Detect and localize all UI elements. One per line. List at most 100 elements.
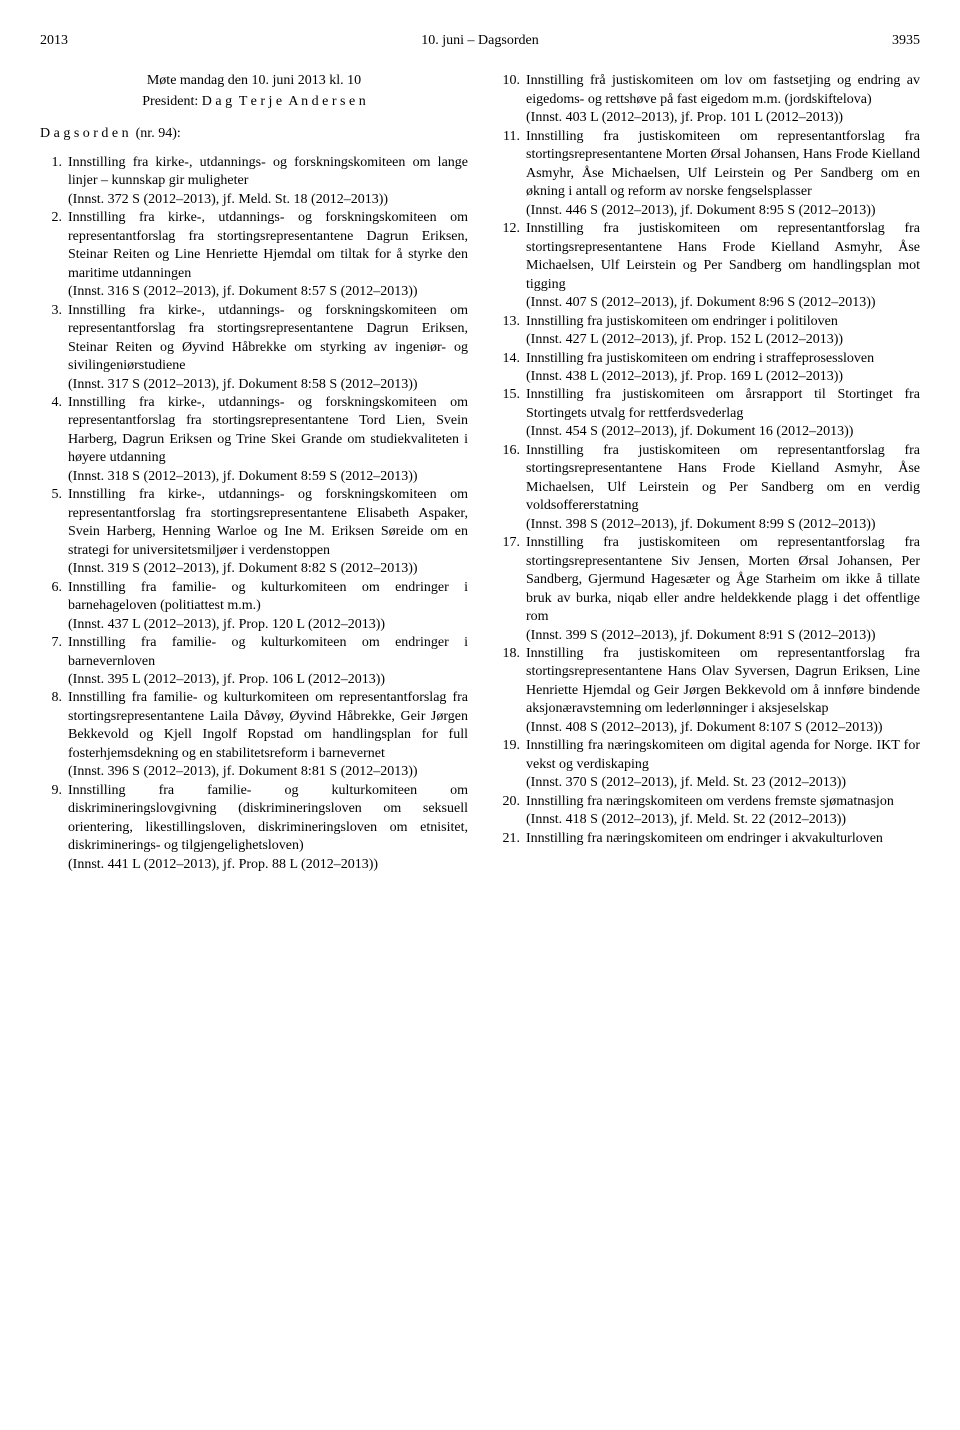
agenda-item-text: Innstilling fra næringskomiteen om endri…	[526, 831, 883, 846]
agenda-item: 11.Innstilling fra justiskomiteen om rep…	[492, 128, 920, 220]
agenda-item-number: 21.	[492, 830, 526, 848]
header-title: 10. juni – Dagsorden	[68, 32, 892, 50]
intro-block: Møte mandag den 10. juni 2013 kl. 10 Pre…	[40, 72, 468, 143]
agenda-item-body: Innstilling fra justiskomiteen om repres…	[526, 220, 920, 312]
agenda-item-reference: (Innst. 446 S (2012–2013), jf. Dokument …	[526, 203, 876, 218]
agenda-item-reference: (Innst. 454 S (2012–2013), jf. Dokument …	[526, 424, 853, 439]
agenda-item-body: Innstilling fra justiskomiteen om repres…	[526, 442, 920, 534]
agenda-item: 1.Innstilling fra kirke-, utdannings- og…	[40, 154, 468, 209]
agenda-item-text: Innstilling fra kirke-, utdannings- og f…	[68, 303, 468, 373]
agenda-item-reference: (Innst. 418 S (2012–2013), jf. Meld. St.…	[526, 812, 846, 827]
agenda-item-number: 14.	[492, 350, 526, 368]
agenda-item-text: Innstilling fra næringskomiteen om digit…	[526, 738, 920, 771]
agenda-item: 2.Innstilling fra kirke-, utdannings- og…	[40, 209, 468, 301]
agenda-item-number: 19.	[492, 737, 526, 755]
agenda-item-number: 15.	[492, 386, 526, 404]
agenda-item-reference: (Innst. 438 L (2012–2013), jf. Prop. 169…	[526, 369, 843, 384]
agenda-item: 20.Innstilling fra næringskomiteen om ve…	[492, 793, 920, 830]
agenda-item-number: 7.	[40, 634, 68, 652]
agenda-item-number: 17.	[492, 534, 526, 552]
agenda-item-text: Innstilling fra justiskomiteen om endrin…	[526, 314, 838, 329]
agenda-item-body: Innstilling fra justiskomiteen om årsrap…	[526, 386, 920, 441]
agenda-item-text: Innstilling fra justiskomiteen om repres…	[526, 221, 920, 291]
agenda-item-text: Innstilling fra familie- og kulturkomite…	[68, 690, 468, 760]
agenda-item-number: 18.	[492, 645, 526, 663]
agenda-item: 4.Innstilling fra kirke-, utdannings- og…	[40, 394, 468, 486]
agenda-item-reference: (Innst. 399 S (2012–2013), jf. Dokument …	[526, 628, 876, 643]
agenda-item-reference: (Innst. 398 S (2012–2013), jf. Dokument …	[526, 517, 876, 532]
agenda-item-reference: (Innst. 318 S (2012–2013), jf. Dokument …	[68, 469, 418, 484]
agenda-item-body: Innstilling fra kirke-, utdannings- og f…	[68, 209, 468, 301]
agenda-item: 21.Innstilling fra næringskomiteen om en…	[492, 830, 920, 848]
agenda-item-text: Innstilling fra kirke-, utdannings- og f…	[68, 210, 468, 280]
agenda-item-reference: (Innst. 427 L (2012–2013), jf. Prop. 152…	[526, 332, 843, 347]
agenda-item: 14.Innstilling fra justiskomiteen om end…	[492, 350, 920, 387]
agenda-item-body: Innstilling fra justiskomiteen om endrin…	[526, 350, 920, 387]
agenda-item-reference: (Innst. 372 S (2012–2013), jf. Meld. St.…	[68, 192, 388, 207]
agenda-item-body: Innstilling fra familie- og kulturkomite…	[68, 579, 468, 634]
agenda-item-text: Innstilling fra familie- og kulturkomite…	[68, 783, 468, 853]
agenda-item-reference: (Innst. 437 L (2012–2013), jf. Prop. 120…	[68, 617, 385, 632]
agenda-item-reference: (Innst. 319 S (2012–2013), jf. Dokument …	[68, 561, 418, 576]
agenda-item-text: Innstilling fra justiskomiteen om årsrap…	[526, 387, 920, 420]
agenda-item-body: Innstilling fra familie- og kulturkomite…	[68, 634, 468, 689]
president-name: D a g T e r j e A n d e r s e n	[202, 94, 366, 109]
agenda-item: 16.Innstilling fra justiskomiteen om rep…	[492, 442, 920, 534]
agenda-label: D a g s o r d e n (nr. 94):	[40, 125, 468, 143]
agenda-item-reference: (Innst. 407 S (2012–2013), jf. Dokument …	[526, 295, 876, 310]
agenda-item-body: Innstilling fra kirke-, utdannings- og f…	[68, 486, 468, 578]
agenda-item: 17.Innstilling fra justiskomiteen om rep…	[492, 534, 920, 645]
agenda-item-text: Innstilling fra næringskomiteen om verde…	[526, 794, 894, 809]
agenda-item-reference: (Innst. 441 L (2012–2013), jf. Prop. 88 …	[68, 857, 378, 872]
agenda-item-number: 9.	[40, 782, 68, 800]
agenda-item-number: 8.	[40, 689, 68, 707]
agenda-item-text: Innstilling fra familie- og kulturkomite…	[68, 580, 468, 613]
header-year: 2013	[40, 32, 68, 50]
agenda-item-number: 3.	[40, 302, 68, 320]
agenda-item: 3.Innstilling fra kirke-, utdannings- og…	[40, 302, 468, 394]
agenda-item: 19.Innstilling fra næringskomiteen om di…	[492, 737, 920, 792]
agenda-item-number: 2.	[40, 209, 68, 227]
agenda-item-text: Innstilling fra kirke-, utdannings- og f…	[68, 395, 468, 465]
agenda-item-body: Innstilling fra næringskomiteen om verde…	[526, 793, 920, 830]
agenda-item-text: Innstilling fra justiskomiteen om repres…	[526, 646, 920, 716]
president-label: President:	[142, 94, 198, 109]
agenda-item-body: Innstilling fra kirke-, utdannings- og f…	[68, 394, 468, 486]
agenda-item-body: Innstilling fra justiskomiteen om repres…	[526, 128, 920, 220]
agenda-item-number: 13.	[492, 313, 526, 331]
agenda-item-body: Innstilling fra kirke-, utdannings- og f…	[68, 302, 468, 394]
agenda-item-body: Innstilling fra kirke-, utdannings- og f…	[68, 154, 468, 209]
agenda-item-number: 12.	[492, 220, 526, 238]
agenda-item-body: Innstilling fra justiskomiteen om endrin…	[526, 313, 920, 350]
agenda-item: 7.Innstilling fra familie- og kulturkomi…	[40, 634, 468, 689]
agenda-item-body: Innstilling fra justiskomiteen om repres…	[526, 534, 920, 645]
agenda-item-text: Innstilling frå justiskomiteen om lov om…	[526, 73, 920, 106]
agenda-item-reference: (Innst. 316 S (2012–2013), jf. Dokument …	[68, 284, 418, 299]
agenda-item-body: Innstilling fra næringskomiteen om endri…	[526, 830, 920, 848]
agenda-item-text: Innstilling fra justiskomiteen om endrin…	[526, 351, 874, 366]
meeting-title: Møte mandag den 10. juni 2013 kl. 10	[40, 72, 468, 90]
agenda-item: 5.Innstilling fra kirke-, utdannings- og…	[40, 486, 468, 578]
agenda-item-reference: (Innst. 370 S (2012–2013), jf. Meld. St.…	[526, 775, 846, 790]
agenda-item-number: 5.	[40, 486, 68, 504]
agenda-item-number: 11.	[492, 128, 526, 146]
agenda-item-reference: (Innst. 395 L (2012–2013), jf. Prop. 106…	[68, 672, 385, 687]
agenda-item-reference: (Innst. 396 S (2012–2013), jf. Dokument …	[68, 764, 418, 779]
agenda-item-body: Innstilling fra næringskomiteen om digit…	[526, 737, 920, 792]
agenda-item-text: Innstilling fra kirke-, utdannings- og f…	[68, 155, 468, 188]
agenda-item: 9.Innstilling fra familie- og kulturkomi…	[40, 782, 468, 874]
agenda-item-text: Innstilling fra kirke-, utdannings- og f…	[68, 487, 468, 557]
agenda-item-reference: (Innst. 317 S (2012–2013), jf. Dokument …	[68, 377, 418, 392]
agenda-item: 8.Innstilling fra familie- og kulturkomi…	[40, 689, 468, 781]
agenda-item-body: Innstilling fra justiskomiteen om repres…	[526, 645, 920, 737]
agenda-item-body: Innstilling fra familie- og kulturkomite…	[68, 689, 468, 781]
agenda-item-body: Innstilling fra familie- og kulturkomite…	[68, 782, 468, 874]
agenda-item-text: Innstilling fra justiskomiteen om repres…	[526, 443, 920, 513]
agenda-item-text: Innstilling fra familie- og kulturkomite…	[68, 635, 468, 668]
agenda-item-number: 10.	[492, 72, 526, 90]
agenda-item: 10.Innstilling frå justiskomiteen om lov…	[492, 72, 920, 127]
agenda-item: 13.Innstilling fra justiskomiteen om end…	[492, 313, 920, 350]
page-header: 2013 10. juni – Dagsorden 3935	[40, 32, 920, 50]
agenda-item: 12.Innstilling fra justiskomiteen om rep…	[492, 220, 920, 312]
agenda-columns: Møte mandag den 10. juni 2013 kl. 10 Pre…	[40, 72, 920, 874]
